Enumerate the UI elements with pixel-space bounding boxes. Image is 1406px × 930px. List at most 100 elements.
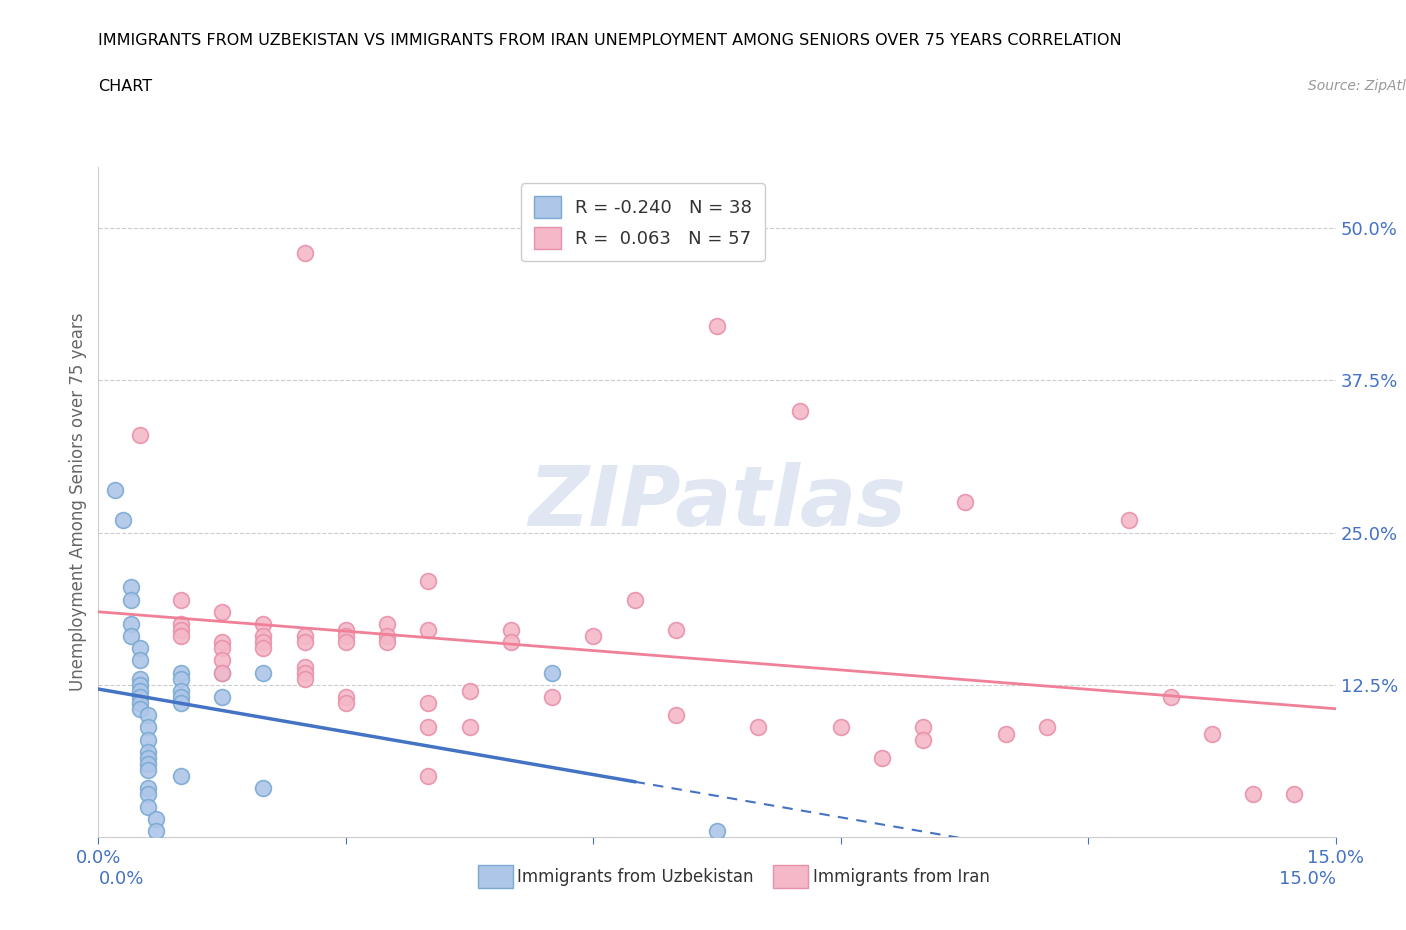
Point xyxy=(136,763,159,777)
Point xyxy=(120,580,142,595)
Point xyxy=(335,689,357,704)
Point xyxy=(418,696,440,711)
Point xyxy=(104,483,127,498)
Point xyxy=(418,574,440,589)
Point xyxy=(128,641,150,656)
Point xyxy=(136,720,159,735)
Text: 15.0%: 15.0% xyxy=(1278,870,1336,888)
Point xyxy=(665,622,688,637)
Point xyxy=(1201,726,1223,741)
Point xyxy=(136,744,159,759)
Point xyxy=(665,708,688,723)
Legend: R = -0.240   N = 38, R =  0.063   N = 57: R = -0.240 N = 38, R = 0.063 N = 57 xyxy=(522,183,765,261)
Point xyxy=(375,635,398,650)
Point xyxy=(211,653,233,668)
Point xyxy=(789,404,811,418)
Point xyxy=(335,696,357,711)
Point xyxy=(120,592,142,607)
Point xyxy=(418,622,440,637)
Point xyxy=(458,684,481,698)
Point xyxy=(120,629,142,644)
Point xyxy=(1118,513,1140,528)
Point xyxy=(335,635,357,650)
Point xyxy=(623,592,645,607)
Point xyxy=(170,617,193,631)
Point xyxy=(128,671,150,686)
Point xyxy=(499,635,522,650)
Point xyxy=(294,671,316,686)
Point xyxy=(252,617,274,631)
Point xyxy=(499,622,522,637)
Point xyxy=(335,629,357,644)
Point xyxy=(1284,787,1306,802)
Point xyxy=(252,641,274,656)
Text: ZIPatlas: ZIPatlas xyxy=(529,461,905,543)
Point xyxy=(170,592,193,607)
Point xyxy=(170,684,193,698)
Point xyxy=(170,622,193,637)
Point xyxy=(252,665,274,680)
Point xyxy=(128,684,150,698)
Point xyxy=(136,787,159,802)
Point xyxy=(136,781,159,796)
Point xyxy=(128,689,150,704)
Point xyxy=(211,604,233,619)
Point xyxy=(170,671,193,686)
Point xyxy=(128,702,150,717)
Point xyxy=(870,751,893,765)
Point xyxy=(211,635,233,650)
Point xyxy=(912,732,935,747)
Point xyxy=(170,769,193,784)
Point xyxy=(252,781,274,796)
Point xyxy=(375,617,398,631)
Point xyxy=(294,246,316,260)
Point xyxy=(953,495,976,510)
Point xyxy=(128,428,150,443)
Point xyxy=(541,665,564,680)
Point xyxy=(211,641,233,656)
Point xyxy=(912,720,935,735)
Point xyxy=(136,751,159,765)
Point xyxy=(136,756,159,771)
Point xyxy=(170,629,193,644)
Point xyxy=(1241,787,1264,802)
Text: CHART: CHART xyxy=(98,79,152,94)
Point xyxy=(830,720,852,735)
Point xyxy=(458,720,481,735)
Point xyxy=(252,635,274,650)
Text: Source: ZipAtlas.com: Source: ZipAtlas.com xyxy=(1308,79,1406,93)
Point xyxy=(1160,689,1182,704)
Y-axis label: Unemployment Among Seniors over 75 years: Unemployment Among Seniors over 75 years xyxy=(69,313,87,691)
Point xyxy=(211,665,233,680)
Text: 0.0%: 0.0% xyxy=(98,870,143,888)
Point xyxy=(747,720,769,735)
Point xyxy=(128,653,150,668)
Point xyxy=(145,811,167,826)
Point xyxy=(128,677,150,692)
Point xyxy=(418,720,440,735)
Point xyxy=(706,318,728,333)
Text: Immigrants from Uzbekistan: Immigrants from Uzbekistan xyxy=(517,868,754,886)
Point xyxy=(112,513,135,528)
Point xyxy=(1036,720,1059,735)
Point xyxy=(211,689,233,704)
Point xyxy=(145,823,167,838)
Point xyxy=(170,665,193,680)
Point xyxy=(418,769,440,784)
Point xyxy=(294,659,316,674)
Text: Immigrants from Iran: Immigrants from Iran xyxy=(813,868,990,886)
Point xyxy=(375,629,398,644)
Point xyxy=(294,665,316,680)
Text: IMMIGRANTS FROM UZBEKISTAN VS IMMIGRANTS FROM IRAN UNEMPLOYMENT AMONG SENIORS OV: IMMIGRANTS FROM UZBEKISTAN VS IMMIGRANTS… xyxy=(98,33,1122,47)
Point xyxy=(136,708,159,723)
Point xyxy=(582,629,605,644)
Point xyxy=(170,696,193,711)
Point xyxy=(211,665,233,680)
Point xyxy=(335,622,357,637)
Point xyxy=(120,617,142,631)
Point xyxy=(136,799,159,814)
Point xyxy=(128,696,150,711)
Point xyxy=(170,689,193,704)
Point xyxy=(706,823,728,838)
Point xyxy=(994,726,1017,741)
